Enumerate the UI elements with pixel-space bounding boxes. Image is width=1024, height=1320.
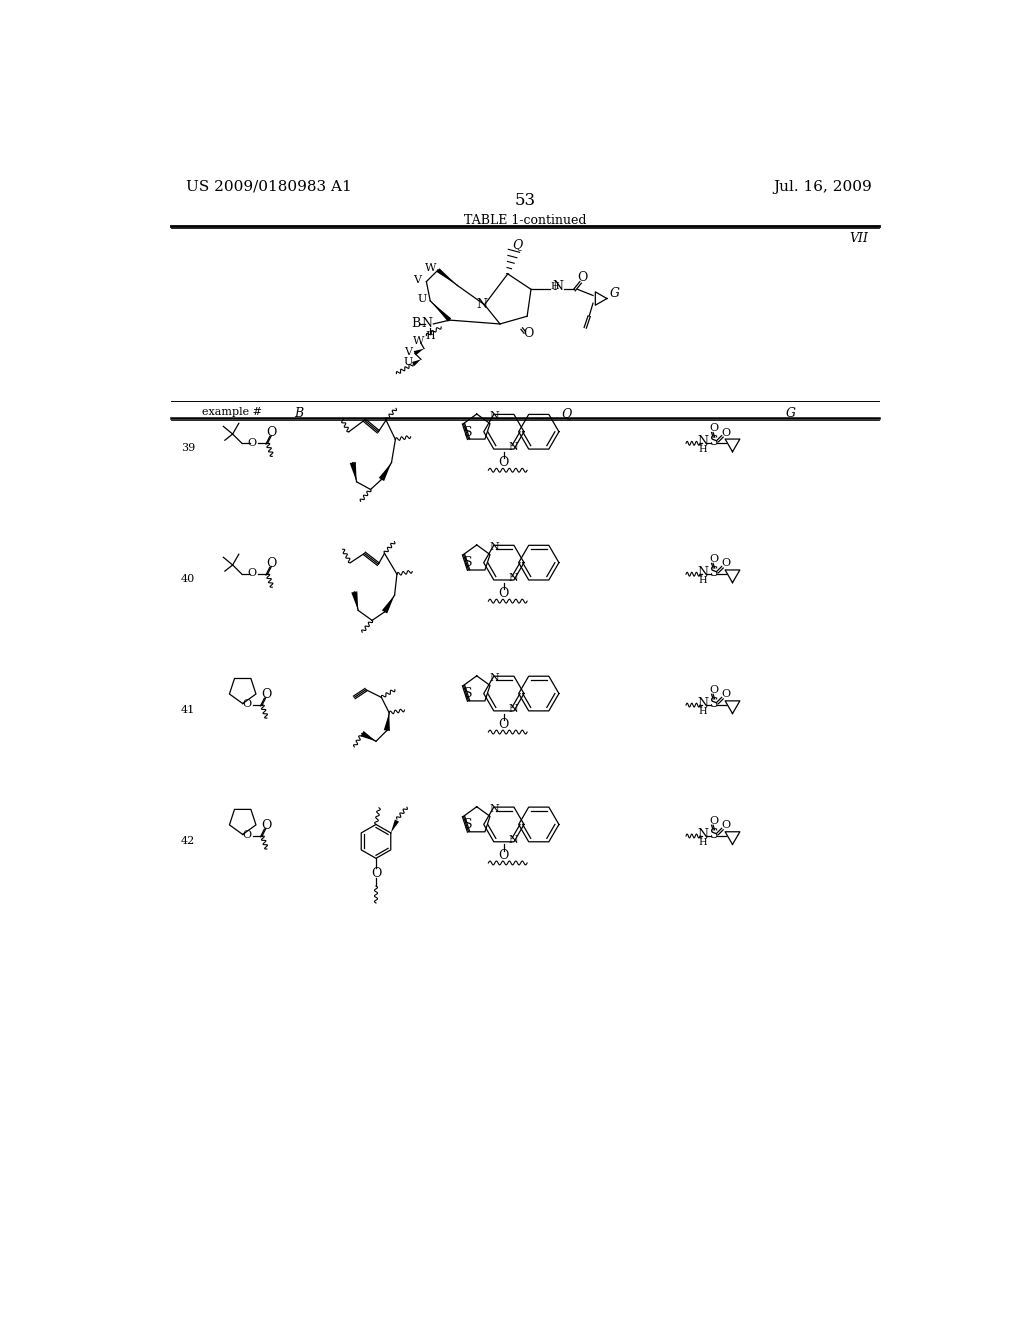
Text: N: N [697,828,709,841]
Text: U: U [403,358,413,367]
Text: O: O [248,437,257,447]
Polygon shape [351,591,358,610]
Text: G: G [609,286,620,300]
Text: O: O [261,818,271,832]
Text: V: V [404,347,413,356]
Text: O: O [242,830,251,841]
Text: N: N [697,697,709,710]
Text: H: H [698,706,708,715]
Text: N: N [489,411,500,421]
Text: N: N [553,280,563,293]
Polygon shape [414,348,424,355]
Text: S: S [464,557,473,569]
Text: O: O [578,271,588,284]
Text: O: O [261,688,271,701]
Text: N: N [422,317,433,330]
Text: H: H [698,576,708,585]
Polygon shape [379,462,391,480]
Text: O: O [722,820,731,830]
Text: S: S [464,688,473,701]
Text: N: N [476,298,486,312]
Polygon shape [412,359,421,366]
Text: O: O [266,426,276,440]
Text: O: O [242,700,251,709]
Text: G: G [785,407,796,420]
Polygon shape [436,268,458,285]
Text: 53: 53 [514,191,536,209]
Text: H: H [698,838,708,846]
Text: N: N [508,442,518,453]
Text: O: O [710,554,719,564]
Text: S: S [710,697,718,710]
Text: W: W [413,335,424,346]
Text: O: O [499,455,509,469]
Text: O: O [710,422,719,433]
Text: W: W [425,263,436,273]
Text: N: N [697,566,709,579]
Text: O: O [722,689,731,700]
Text: S: S [464,818,473,832]
Text: example #: example # [202,407,261,417]
Text: S: S [710,436,718,449]
Text: O: O [248,569,257,578]
Polygon shape [430,301,452,322]
Text: O: O [722,428,731,437]
Text: N: N [508,573,518,583]
Text: N: N [508,836,518,845]
Text: Q: Q [561,407,571,420]
Text: O: O [722,558,731,569]
Text: O: O [371,867,381,880]
Text: S: S [710,828,718,841]
Text: N: N [508,704,518,714]
Text: H: H [425,331,435,342]
Text: H: H [698,445,708,454]
Polygon shape [350,462,356,482]
Text: O: O [710,685,719,694]
Text: S: S [710,566,718,579]
Text: V: V [413,275,421,285]
Text: H: H [550,282,558,292]
Polygon shape [391,820,399,833]
Text: B: B [294,407,303,420]
Polygon shape [360,731,376,742]
Text: Jul. 16, 2009: Jul. 16, 2009 [773,180,872,194]
Text: 41: 41 [180,705,195,715]
Text: 42: 42 [180,836,195,846]
Text: O: O [523,326,534,339]
Text: U: U [418,294,427,305]
Text: 39: 39 [180,444,195,453]
Polygon shape [382,595,394,614]
Text: O: O [499,718,509,731]
Text: O: O [710,816,719,825]
Text: S: S [464,425,473,438]
Text: O: O [499,849,509,862]
Text: N: N [489,804,500,814]
Text: N: N [489,673,500,682]
Text: N: N [489,543,500,552]
Text: TABLE 1-continued: TABLE 1-continued [464,214,586,227]
Text: Q: Q [512,238,522,251]
Text: O: O [499,587,509,601]
Text: B: B [412,317,421,330]
Text: O: O [266,557,276,570]
Polygon shape [384,713,390,731]
Text: N: N [697,436,709,449]
Text: 40: 40 [180,574,195,585]
Text: US 2009/0180983 A1: US 2009/0180983 A1 [186,180,352,194]
Text: VII: VII [849,232,868,246]
